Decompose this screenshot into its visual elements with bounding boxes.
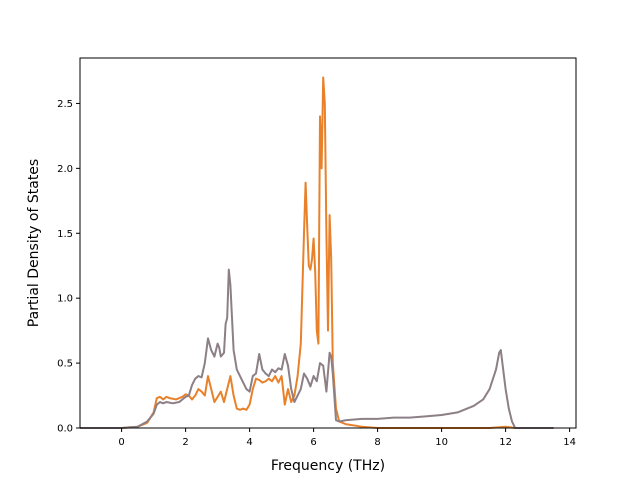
x-tick-label: 10 (435, 437, 448, 448)
y-tick-label: 1.0 (57, 294, 73, 305)
x-tick-label: 12 (499, 437, 512, 448)
series-line-2 (80, 268, 554, 429)
y-axis-ticks: 0.0 0.5 1.0 1.5 2.0 2.5 (57, 99, 80, 435)
y-tick-label: 0.0 (57, 424, 73, 435)
x-axis-ticks: 0 2 4 6 8 10 12 14 (118, 428, 576, 448)
x-tick-label: 0 (118, 437, 124, 448)
x-tick-label: 2 (182, 437, 188, 448)
x-tick-label: 6 (310, 437, 316, 448)
y-axis-label: Partial Density of States (26, 159, 42, 327)
x-axis-label: Frequency (THz) (271, 458, 385, 474)
x-tick-label: 4 (246, 437, 252, 448)
series-layer (80, 76, 554, 429)
y-tick-label: 2.0 (57, 164, 73, 175)
x-tick-label: 14 (563, 437, 576, 448)
y-tick-label: 0.5 (57, 359, 73, 370)
plot-frame (79, 57, 577, 429)
x-tick-label: 8 (374, 437, 380, 448)
y-tick-label: 1.5 (57, 229, 73, 240)
y-tick-label: 2.5 (57, 99, 73, 110)
